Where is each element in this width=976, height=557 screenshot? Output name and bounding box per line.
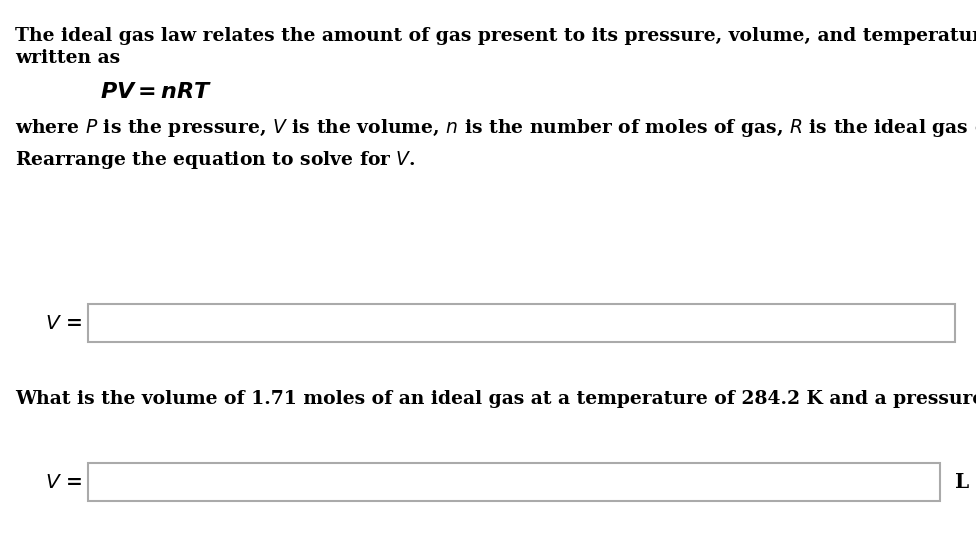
FancyBboxPatch shape (88, 304, 955, 342)
FancyBboxPatch shape (88, 463, 940, 501)
Text: where $\mathit{P}$ is the pressure, $\mathit{V}$ is the volume, $\mathit{n}$ is : where $\mathit{P}$ is the pressure, $\ma… (15, 117, 976, 139)
Text: written as: written as (15, 49, 120, 67)
Text: $\boldsymbol{PV = n RT}$: $\boldsymbol{PV = n RT}$ (100, 81, 213, 103)
Text: What is the volume of 1.71 moles of an ideal gas at a temperature of 284.2 K and: What is the volume of 1.71 moles of an i… (15, 390, 976, 408)
Text: The ideal gas law relates the amount of gas present to its pressure, volume, and: The ideal gas law relates the amount of … (15, 27, 976, 45)
Text: L: L (955, 472, 969, 492)
Text: $\mathit{V}$ =: $\mathit{V}$ = (45, 313, 83, 333)
Text: $\mathit{V}$ =: $\mathit{V}$ = (45, 472, 83, 492)
Text: Rearrange the equation to solve for $\mathit{V}$.: Rearrange the equation to solve for $\ma… (15, 149, 416, 171)
